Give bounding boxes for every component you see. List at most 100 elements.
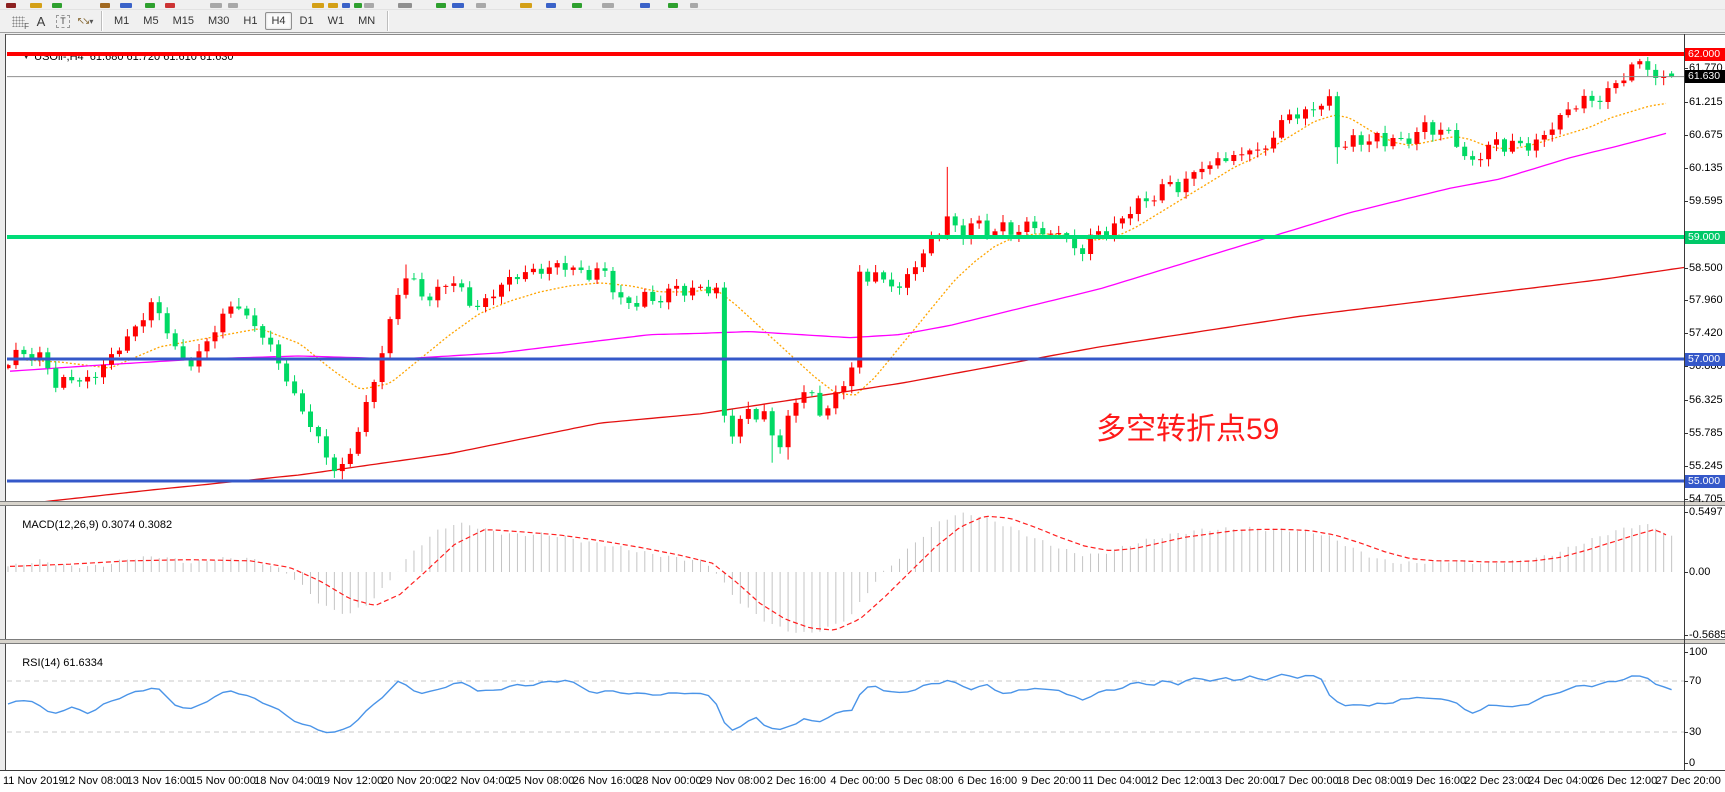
macd-tick-mark bbox=[1684, 635, 1688, 636]
time-axis-label: 12 Dec 12:00 bbox=[1145, 775, 1212, 787]
time-axis-label: 18 Nov 04:00 bbox=[254, 775, 320, 787]
macd-tick-label: 0.00 bbox=[1689, 566, 1711, 578]
clipped-toolbar-icon bbox=[30, 3, 42, 8]
price-tag-62.000: 62.000 bbox=[1685, 47, 1725, 61]
price-tick-mark bbox=[1684, 300, 1688, 302]
macd-signal-value: 0.3082 bbox=[138, 519, 173, 531]
price-tag-57.000: 57.000 bbox=[1685, 352, 1725, 366]
time-axis-label: 13 Nov 16:00 bbox=[126, 775, 193, 787]
price-tick-label: 57.960 bbox=[1689, 294, 1723, 307]
price-tick-mark bbox=[1684, 68, 1688, 70]
timeframe-button-w1[interactable]: W1 bbox=[327, 15, 345, 27]
text-tool-button[interactable]: A bbox=[31, 12, 51, 31]
clipped-toolbar-icon bbox=[520, 3, 532, 8]
timeframe-button-h1[interactable]: H1 bbox=[243, 15, 258, 27]
timeframe-button-m1[interactable]: M1 bbox=[114, 15, 130, 27]
time-axis-label: 15 Nov 00:00 bbox=[190, 775, 256, 787]
chart-grid-button[interactable]: F bbox=[7, 12, 29, 31]
toolbar-separator bbox=[101, 11, 102, 31]
price-tick-label: 59.595 bbox=[1689, 194, 1723, 207]
price-tick-label: 60.675 bbox=[1689, 128, 1723, 141]
time-axis-label: 9 Dec 20:00 bbox=[1021, 775, 1081, 787]
main-toolbar: F A T ↖↘ ▾ M1 M5 M15 M30 H1 H4 D1 W1 MN bbox=[0, 10, 1725, 33]
price-tick-mark bbox=[1684, 366, 1688, 368]
clipped-toolbar-icon bbox=[690, 3, 698, 8]
text-label-tool-button[interactable]: T bbox=[53, 12, 73, 31]
macd-tick-mark bbox=[1684, 512, 1688, 513]
rsi-pane-canvas[interactable] bbox=[7, 642, 1684, 770]
price-tick-mark bbox=[1684, 466, 1688, 468]
clipped-toolbar-icon bbox=[602, 3, 614, 8]
time-axis-label: 25 Nov 08:00 bbox=[508, 775, 575, 787]
rsi-tick-mark bbox=[1684, 652, 1688, 653]
time-axis-label: 4 Dec 00:00 bbox=[830, 775, 890, 787]
time-axis-label: 5 Dec 08:00 bbox=[894, 775, 954, 787]
timeframe-button-mn[interactable]: MN bbox=[358, 15, 376, 27]
time-axis-label: 26 Dec 12:00 bbox=[1591, 775, 1658, 787]
clipped-toolbar-icon bbox=[120, 3, 132, 8]
time-axis-label: 20 Nov 20:00 bbox=[381, 775, 447, 787]
pane-separator[interactable] bbox=[0, 501, 1725, 506]
time-axis-label: 24 Dec 04:00 bbox=[1528, 775, 1594, 787]
price-tick-mark bbox=[1684, 101, 1688, 103]
clipped-toolbar-icon bbox=[476, 3, 486, 8]
diagonal-arrows-icon: ↖↘ bbox=[76, 15, 91, 27]
clipped-toolbar-icon bbox=[354, 3, 362, 8]
pane-separator[interactable] bbox=[0, 639, 1725, 644]
time-axis-label: 19 Dec 16:00 bbox=[1400, 775, 1467, 787]
timeframe-button-m15[interactable]: M15 bbox=[172, 15, 194, 27]
chart-window[interactable] bbox=[0, 34, 1725, 792]
clipped-toolbar-icon bbox=[52, 3, 62, 8]
clipped-toolbar-icon bbox=[640, 3, 650, 8]
macd-pane-canvas[interactable] bbox=[7, 504, 1684, 640]
macd-tick-label: -0.5685 bbox=[1689, 629, 1725, 641]
price-tick-label: 55.785 bbox=[1689, 427, 1723, 440]
price-tick-mark bbox=[1684, 267, 1688, 269]
clipped-toolbar-icon bbox=[228, 3, 238, 8]
price-tick-mark bbox=[1684, 333, 1688, 335]
price-pane-canvas[interactable] bbox=[7, 35, 1684, 502]
price-tick-mark bbox=[1684, 433, 1688, 435]
arrow-tools-button[interactable]: ↖↘ ▾ bbox=[75, 12, 95, 31]
price-tag-59.000: 59.000 bbox=[1685, 230, 1725, 244]
price-tick-label: 55.245 bbox=[1689, 460, 1723, 473]
grid-icon bbox=[11, 15, 25, 27]
rsi-tick-label: 30 bbox=[1689, 726, 1702, 738]
clipped-toolbar-icon bbox=[312, 3, 324, 8]
time-axis[interactable]: 11 Nov 2019 12 Nov 08:00 13 Nov 16:00 15 No… bbox=[0, 771, 1725, 792]
rsi-tick-mark bbox=[1684, 763, 1688, 764]
time-axis-label: 27 Dec 20:00 bbox=[1655, 775, 1721, 787]
time-axis-label: 22 Nov 04:00 bbox=[445, 775, 511, 787]
price-tag-61.630: 61.630 bbox=[1685, 70, 1725, 84]
price-tag-55.000: 55.000 bbox=[1685, 474, 1725, 488]
rsi-indicator-label: RSI(14) 61.6334 bbox=[10, 645, 103, 681]
price-tick-mark bbox=[1684, 498, 1688, 500]
timeframe-button-h4[interactable]: H4 bbox=[265, 12, 292, 30]
time-axis-label: 12 Nov 08:00 bbox=[62, 775, 129, 787]
timeframe-button-d1[interactable]: D1 bbox=[299, 15, 314, 27]
time-axis-label: 22 Dec 23:00 bbox=[1464, 775, 1530, 787]
macd-indicator-label: MACD(12,26,9) 0.3074 0.3082 bbox=[10, 507, 172, 543]
time-axis-label: 6 Dec 16:00 bbox=[957, 775, 1018, 787]
timeframe-button-m5[interactable]: M5 bbox=[143, 15, 159, 27]
macd-tick-mark bbox=[1684, 572, 1688, 573]
timeframe-button-group: M1 M5 M15 M30 H1 H4 D1 W1 MN bbox=[107, 12, 382, 30]
price-tick-label: 54.705 bbox=[1689, 492, 1723, 505]
clipped-toolbar-icon bbox=[436, 3, 446, 8]
price-tick-label: 57.420 bbox=[1689, 327, 1723, 340]
chevron-down-icon: ▾ bbox=[89, 16, 94, 26]
timeframe-button-m30[interactable]: M30 bbox=[207, 15, 230, 27]
macd-main-value: 0.3074 bbox=[101, 519, 136, 531]
chart-text-annotation: 多空转折点59 bbox=[1096, 413, 1280, 446]
clipped-toolbar-icon bbox=[546, 3, 556, 8]
time-axis-label: 29 Nov 08:00 bbox=[699, 775, 766, 787]
toolbar-separator bbox=[387, 11, 389, 31]
price-tick-label: 61.215 bbox=[1689, 95, 1723, 108]
rsi-tick-label: 100 bbox=[1689, 646, 1708, 658]
collapse-triangle-icon[interactable]: ▼ bbox=[22, 52, 31, 61]
clipped-toolbar-icon bbox=[572, 3, 582, 8]
clipped-toolbar-icon bbox=[6, 3, 16, 8]
time-axis-label: 19 Nov 12:00 bbox=[317, 775, 384, 787]
time-axis-label: 28 Nov 00:00 bbox=[636, 775, 702, 787]
